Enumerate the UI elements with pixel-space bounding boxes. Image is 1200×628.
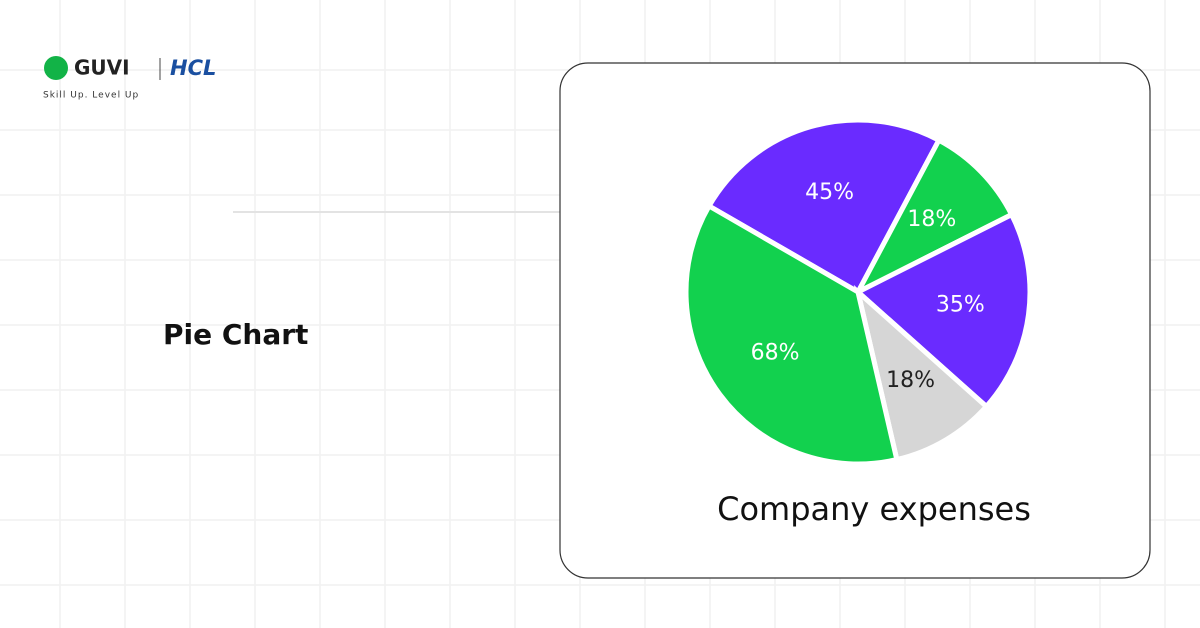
heading: Pie Chart	[163, 318, 308, 351]
chart-title: Company expenses	[717, 490, 1031, 528]
logo-icon	[44, 56, 68, 80]
slice-label: 35%	[936, 292, 985, 317]
slice-label: 18%	[907, 207, 956, 232]
pie-slice	[683, 202, 900, 467]
pie-slice	[852, 136, 1015, 298]
pie-slice	[853, 211, 1033, 411]
brand-name: GUVI	[74, 56, 130, 80]
slice-label: 45%	[805, 180, 854, 205]
partner-name: HCL	[170, 56, 216, 80]
pie-slice	[705, 117, 943, 296]
tagline: Skill Up. Level Up	[43, 91, 139, 101]
pie-slice	[853, 284, 990, 463]
slice-label: 18%	[886, 368, 935, 393]
slice-label: 68%	[751, 340, 800, 365]
